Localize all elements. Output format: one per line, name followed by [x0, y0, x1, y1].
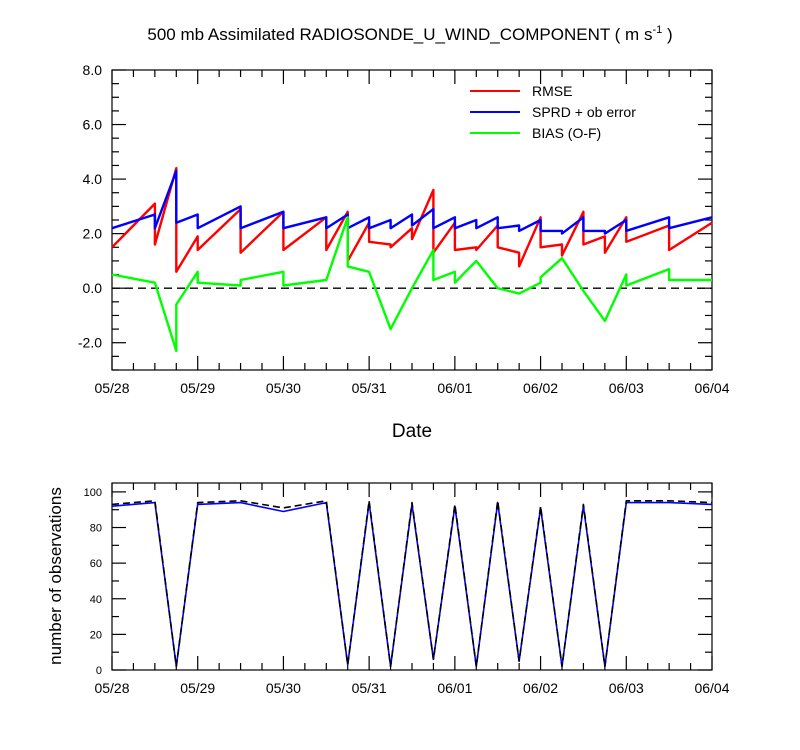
y-tick-label: 4.0	[83, 171, 103, 187]
x-tick-label: 06/04	[694, 380, 729, 396]
y-tick-label: 80	[90, 523, 102, 535]
x-tick-label: 05/28	[94, 680, 129, 696]
x-axis-title: Date	[392, 421, 432, 442]
y-axis-title-observations: number of observations	[46, 487, 65, 665]
top-series-group	[111, 166, 713, 353]
series-line-sprd-ob-error	[111, 169, 713, 235]
x-tick-label: 05/31	[352, 680, 387, 696]
x-tick-label: 06/02	[523, 380, 558, 396]
series-line-bias-o-f	[111, 216, 712, 353]
y-tick-label: 60	[90, 558, 102, 570]
x-tick-label: 06/04	[694, 680, 729, 696]
legend-label-bias: BIAS (O-F)	[532, 125, 601, 141]
y-tick-label: -2.0	[78, 335, 102, 351]
y-tick-label: 100	[84, 487, 102, 499]
x-tick-label: 06/01	[437, 380, 472, 396]
legend-label-sprd: SPRD + ob error	[532, 104, 636, 120]
y-tick-label: 6.0	[83, 117, 103, 133]
legend: RMSE SPRD + ob error BIAS (O-F)	[470, 83, 636, 141]
y-tick-label: 8.0	[83, 62, 103, 78]
x-tick-label: 06/02	[523, 680, 558, 696]
x-tick-label: 06/03	[609, 380, 644, 396]
chart-title: 500 mb Assimilated RADIOSONDE_U_WIND_COM…	[147, 24, 672, 44]
x-tick-label: 05/29	[180, 380, 215, 396]
bottom-series-group	[111, 499, 713, 668]
top-axis-ticks	[111, 69, 713, 371]
y-tick-label: 2.0	[83, 226, 103, 242]
bottom-x-tick-labels: 05/28 05/29 05/30 05/31 06/01 06/02 06/03 06/04	[94, 680, 729, 696]
y-tick-label: 0.0	[83, 280, 103, 296]
x-tick-label: 05/29	[180, 680, 215, 696]
y-tick-label: 20	[90, 629, 102, 641]
bottom-plot-frame	[111, 482, 713, 671]
series-line-observations-used	[111, 501, 713, 668]
x-tick-label: 06/01	[437, 680, 472, 696]
legend-label-rmse: RMSE	[532, 83, 572, 99]
x-tick-label: 05/30	[266, 680, 301, 696]
y-tick-label: 0	[96, 665, 102, 677]
x-tick-label: 06/03	[609, 680, 644, 696]
top-x-tick-labels: 05/28 05/29 05/30 05/31 06/01 06/02 06/03 06/04	[94, 380, 729, 396]
x-tick-label: 05/31	[352, 380, 387, 396]
bottom-axis-ticks	[111, 483, 713, 671]
series-line-observations-possible	[111, 499, 713, 668]
top-y-tick-labels: 8.0 6.0 4.0 2.0 0.0 -2.0	[78, 62, 102, 351]
bottom-y-tick-labels: 0 20 40 60 80 100	[84, 487, 102, 677]
y-tick-label: 40	[90, 594, 102, 606]
x-tick-label: 05/28	[94, 380, 129, 396]
x-tick-label: 05/30	[266, 380, 301, 396]
